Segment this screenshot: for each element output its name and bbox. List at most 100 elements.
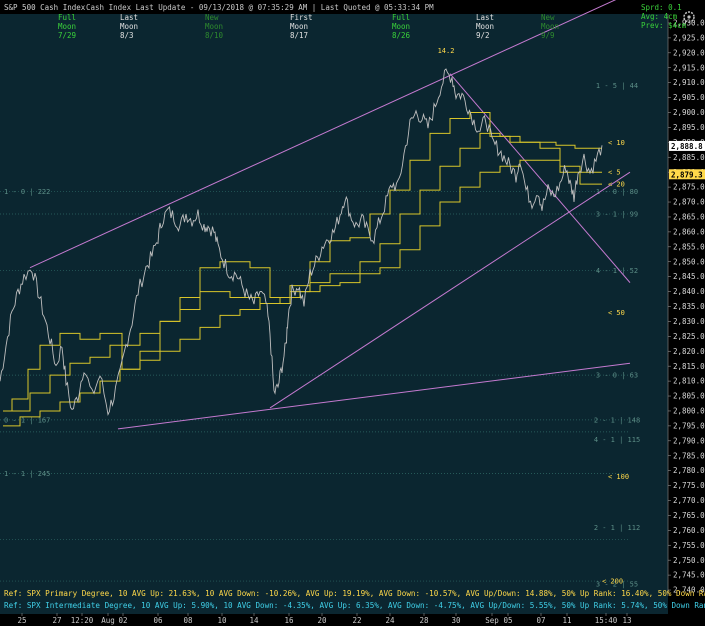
y-tick-2820: 2,820.00 [673, 347, 705, 356]
y-tick-2885: 2,885.00 [673, 153, 705, 162]
y-tick-2775: 2,775.00 [673, 481, 705, 490]
y-tick-2785: 2,785.00 [673, 451, 705, 460]
moon-label-5: Moon [476, 22, 494, 31]
x-tick-14: 30 [451, 616, 461, 625]
gear-icon[interactable] [683, 11, 695, 23]
moon-label-0: Moon [58, 22, 76, 31]
moon-phase-3: First [290, 13, 313, 22]
y-tick-2800: 2,800.00 [673, 407, 705, 416]
header-title: S&P 500 Cash Index [4, 3, 86, 12]
x-tick-16: 05 [503, 616, 512, 625]
y-tick-2780: 2,780.00 [673, 466, 705, 475]
y-tick-2850: 2,850.00 [673, 257, 705, 266]
y-tick-2900: 2,900.00 [673, 108, 705, 117]
x-tick-4: 02 [118, 616, 127, 625]
ma-line-2 [3, 159, 602, 427]
moon-phase-5: Last [476, 13, 494, 22]
y-tick-2760: 2,760.00 [673, 526, 705, 535]
trend-line-2 [269, 171, 631, 409]
ref-row-1: Ref: SPX Intermediate Degree, 10 AVG Up:… [4, 601, 705, 610]
moon-label-1: Moon [120, 22, 138, 31]
y-tick-2815: 2,815.00 [673, 362, 705, 371]
peak-label: 14.2 [438, 47, 455, 55]
trend-line-0 [29, 0, 617, 269]
level-label-6: 0 - 1 | 167 [4, 416, 50, 424]
y-tick-2870: 2,870.00 [673, 198, 705, 207]
y-tick-2860: 2,860.00 [673, 227, 705, 236]
moon-date-2: 8/10 [205, 31, 224, 40]
price-tag-bg-1 [669, 169, 705, 180]
y-tick-2810: 2,810.00 [673, 377, 705, 386]
level-label-10: 2 - 1 | 112 [594, 524, 640, 532]
y-tick-2910: 2,910.00 [673, 78, 705, 87]
x-tick-9: 16 [284, 616, 294, 625]
x-tick-10: 20 [317, 616, 327, 625]
ma-marker-5: < 200 [602, 578, 623, 586]
x-tick-5: 06 [153, 616, 163, 625]
y-tick-2795: 2,795.00 [673, 421, 705, 430]
y-tick-2740: 2,740.00 [673, 586, 705, 595]
moon-label-6: Moon [541, 22, 559, 31]
level-label-9: 1 - 1 | 245 [4, 470, 50, 478]
y-tick-2905: 2,905.00 [673, 93, 705, 102]
level-label-2: 1 - 0 | 80 [596, 188, 638, 196]
x-tick-8: 14 [249, 616, 259, 625]
y-tick-2920: 2,920.00 [673, 48, 705, 57]
moon-phase-0: Full [58, 13, 76, 22]
header-stat-2: Prev: $4cm [641, 21, 687, 30]
header-update: Cash Index Last Update - 09/13/2018 @ 07… [86, 3, 434, 12]
y-tick-2845: 2,845.00 [673, 272, 705, 281]
y-tick-2855: 2,855.00 [673, 242, 705, 251]
trend-line-3 [117, 362, 631, 430]
moon-date-3: 8/17 [290, 31, 308, 40]
moon-label-4: Moon [392, 22, 410, 31]
ma-marker-4: < 100 [608, 473, 629, 481]
moon-phase-4: Full [392, 13, 410, 22]
y-tick-2915: 2,915.00 [673, 63, 705, 72]
x-tick-3: Aug [101, 616, 115, 625]
level-label-5: 3 - 0 | 63 [596, 372, 638, 380]
moon-label-3: Moon [290, 22, 308, 31]
y-tick-2755: 2,755.00 [673, 541, 705, 550]
x-tick-12: 24 [385, 616, 395, 625]
ma-marker-3: < 50 [608, 309, 625, 317]
y-tick-2805: 2,805.00 [673, 392, 705, 401]
ma-marker-0: < 10 [608, 139, 625, 147]
moon-date-0: 7/29 [58, 31, 76, 40]
price-tag-0: 2,888.8 [671, 142, 703, 151]
moon-phase-6: New [541, 13, 555, 22]
level-label-7: 2 - 1 | 148 [594, 416, 640, 424]
x-tick-11: 22 [352, 616, 361, 625]
price-series [0, 68, 603, 417]
x-tick-13: 28 [419, 616, 429, 625]
ma-marker-2: < 20 [608, 181, 625, 189]
moon-label-2: Moon [205, 22, 223, 31]
x-tick-18: 11 [562, 616, 571, 625]
y-tick-2895: 2,895.00 [673, 123, 705, 132]
header-stat-0: Sprd: 0.1 [641, 3, 682, 12]
y-tick-2925: 2,925.00 [673, 33, 705, 42]
y-tick-2790: 2,790.00 [673, 436, 705, 445]
y-tick-2765: 2,765.00 [673, 511, 705, 520]
y-tick-2840: 2,840.00 [673, 287, 705, 296]
price-tag-1: 2,879.3 [671, 170, 703, 179]
x-axis-band [0, 614, 668, 626]
ma-marker-1: < 5 [608, 169, 621, 177]
level-label-3: 3 - 1 | 99 [596, 210, 638, 218]
level-label-4: 4 - 1 | 52 [596, 267, 638, 275]
price-tag-bg-0 [669, 140, 705, 151]
header-stat-1: Avg: 4cm [641, 12, 678, 21]
x-tick-2: 12:20 [71, 616, 94, 625]
moon-date-4: 8/26 [392, 31, 411, 40]
x-tick-20: 13 [622, 616, 631, 625]
moon-phase-2: New [205, 13, 219, 22]
y-tick-2750: 2,750.00 [673, 556, 705, 565]
x-tick-15: Sep [485, 616, 499, 625]
x-tick-1: 27 [52, 616, 61, 625]
y-tick-2825: 2,825.00 [673, 332, 705, 341]
ma-line-1 [3, 132, 602, 412]
moon-phase-1: Last [120, 13, 138, 22]
moon-date-1: 8/3 [120, 31, 134, 40]
x-tick-17: 07 [536, 616, 545, 625]
ref-row-0: Ref: SPX Primary Degree, 10 AVG Up: 21.6… [4, 589, 705, 598]
